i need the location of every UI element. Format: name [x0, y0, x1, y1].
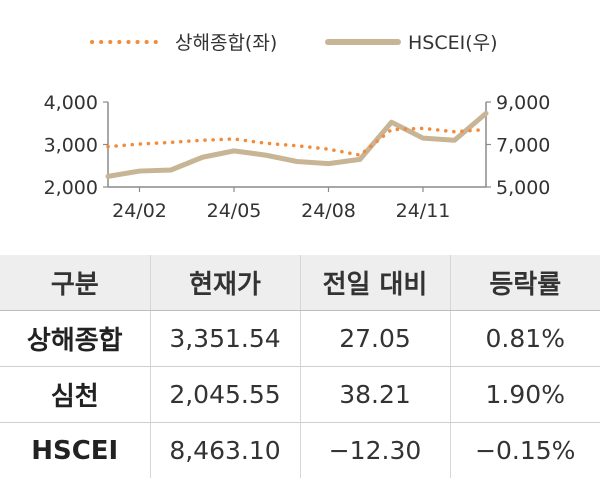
row-price: 2,045.55 — [149, 366, 300, 423]
row-rate: −0.15% — [449, 422, 600, 478]
header-change: 전일 대비 — [299, 255, 450, 311]
row-rate: 0.81% — [449, 310, 600, 367]
right-tick-label: 9,000 — [496, 92, 550, 114]
row-rate: 1.90% — [449, 366, 600, 423]
x-tick-label: 24/08 — [301, 200, 356, 222]
row-name: 심천 — [0, 366, 150, 423]
chart-axes: 2,000 3,000 4,000 5,000 7,000 9,000 24/02 24/05… — [44, 92, 551, 222]
table-row: 심천 2,045.55 38.21 1.90% — [0, 366, 600, 423]
row-change: −12.30 — [299, 422, 450, 478]
index-table: 구분 현재가 전일 대비 등락률 상해종합 3,351.54 27.05 0.8… — [0, 255, 600, 478]
legend-label-shanghai: 상해종합(좌) — [175, 32, 277, 54]
row-name: 상해종합 — [0, 310, 150, 367]
series-line-hscei — [105, 110, 489, 179]
x-tick-label: 24/11 — [396, 200, 451, 222]
row-price: 3,351.54 — [149, 310, 300, 367]
table-row: HSCEI 8,463.10 −12.30 −0.15% — [0, 422, 600, 478]
row-change: 38.21 — [299, 366, 450, 423]
series-line-shanghai — [106, 126, 488, 157]
row-change: 27.05 — [299, 310, 450, 367]
dual-axis-line-chart: 상해종합(좌) HSCEI(우) 2,000 3,000 4,000 5,000 7,00… — [44, 32, 551, 222]
table-header-row: 구분 현재가 전일 대비 등락률 — [0, 255, 600, 311]
right-tick-label: 7,000 — [496, 135, 550, 157]
x-tick-label: 24/05 — [207, 200, 262, 222]
legend-label-hscei: HSCEI(우) — [408, 32, 498, 54]
header-category: 구분 — [0, 255, 150, 311]
x-tick-label: 24/02 — [112, 200, 167, 222]
left-tick-label: 3,000 — [44, 135, 98, 157]
table-row: 상해종합 3,351.54 27.05 0.81% — [0, 310, 600, 367]
left-tick-label: 2,000 — [44, 177, 98, 199]
row-name: HSCEI — [31, 435, 119, 466]
header-change-rate: 등락률 — [449, 255, 600, 311]
row-price: 8,463.10 — [149, 422, 300, 478]
right-tick-label: 5,000 — [496, 177, 550, 199]
chart-plot-area — [105, 110, 489, 179]
chart-legend: 상해종합(좌) HSCEI(우) — [90, 32, 498, 54]
left-tick-label: 4,000 — [44, 92, 98, 114]
header-current-price: 현재가 — [149, 255, 300, 311]
